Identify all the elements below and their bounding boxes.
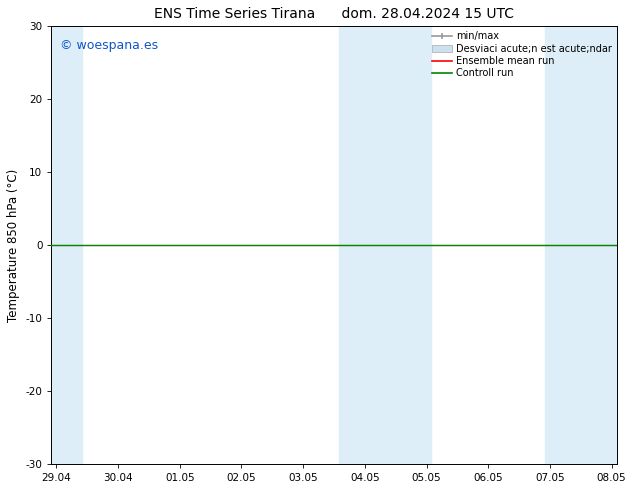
Legend: min/max, Desviaci acute;n est acute;ndar, Ensemble mean run, Controll run: min/max, Desviaci acute;n est acute;ndar… [430, 29, 614, 80]
Title: ENS Time Series Tirana      dom. 28.04.2024 15 UTC: ENS Time Series Tirana dom. 28.04.2024 1… [154, 7, 514, 21]
Bar [51, 26, 82, 464]
Y-axis label: Temperature 850 hPa (°C): Temperature 850 hPa (°C) [7, 169, 20, 322]
Bar [339, 26, 432, 464]
Text: © woespana.es: © woespana.es [60, 39, 158, 52]
Bar [545, 26, 616, 464]
